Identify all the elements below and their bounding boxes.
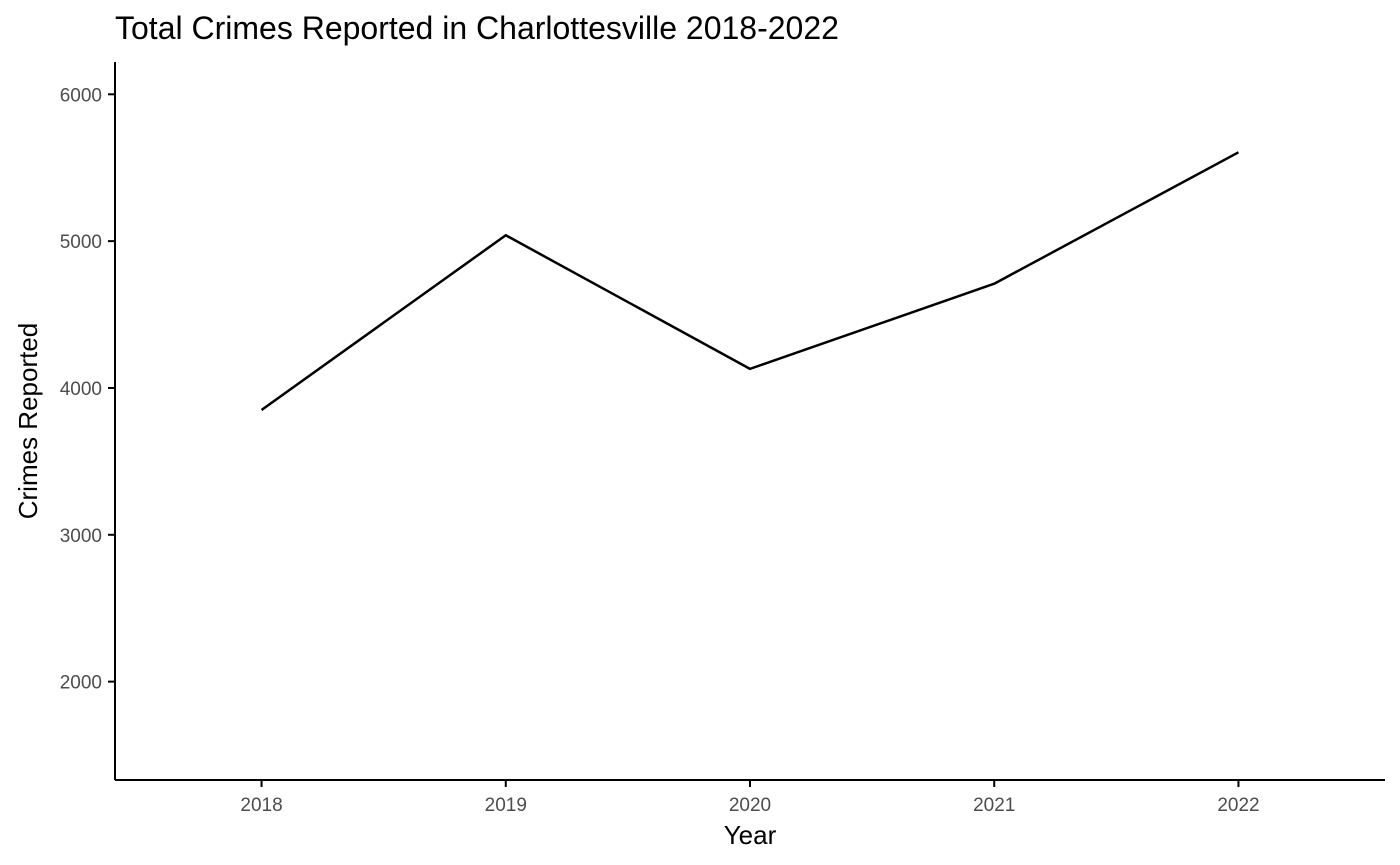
series-line bbox=[260, 151, 1240, 412]
x-tick-label: 2021 bbox=[973, 795, 1015, 816]
series-layer bbox=[260, 151, 1240, 412]
x-tick-label: 2018 bbox=[240, 795, 282, 816]
x-tick-label: 2022 bbox=[1217, 795, 1259, 816]
y-axis-title: Crimes Reported bbox=[13, 323, 43, 520]
y-tick-label: 3000 bbox=[60, 526, 102, 547]
y-tick-label: 5000 bbox=[60, 232, 102, 253]
y-tick-label: 6000 bbox=[60, 85, 102, 106]
x-axis-ticks: 2018 2019 2020 2021 2022 bbox=[240, 780, 1260, 816]
y-axis: 2000 3000 4000 5000 6000 bbox=[60, 62, 116, 780]
chart-title: Total Crimes Reported in Charlottesville… bbox=[115, 10, 839, 46]
x-axis: 2018 2019 2020 2021 2022 bbox=[115, 779, 1385, 816]
y-axis-ticks: 2000 3000 4000 5000 6000 bbox=[60, 85, 115, 694]
x-tick-label: 2019 bbox=[485, 795, 527, 816]
y-tick-label: 4000 bbox=[60, 379, 102, 400]
y-tick-label: 2000 bbox=[60, 673, 102, 694]
x-axis-title: Year bbox=[724, 820, 777, 850]
x-tick-label: 2020 bbox=[729, 795, 771, 816]
